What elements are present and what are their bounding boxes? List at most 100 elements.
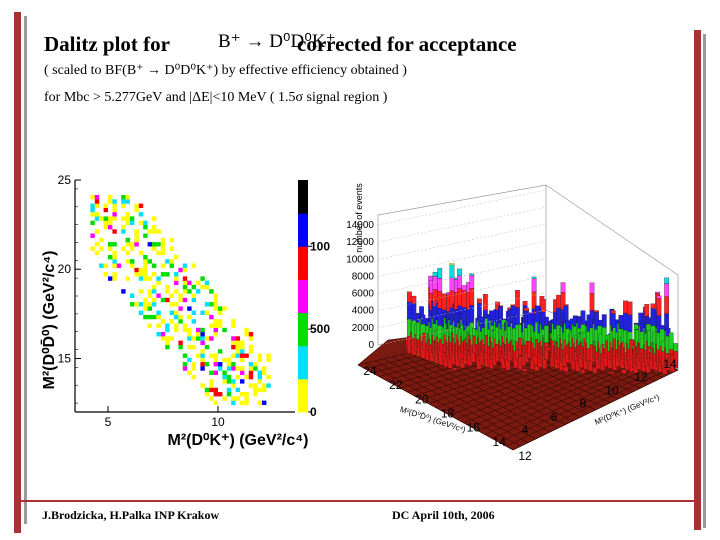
dalitz-cell xyxy=(174,276,179,281)
dalitz-cell xyxy=(147,293,152,298)
lego-bar-segment xyxy=(650,308,656,326)
dalitz-cell xyxy=(196,280,201,286)
lego-bar-segment xyxy=(527,312,533,325)
dalitz-cell xyxy=(187,336,192,341)
lego-bar-segment xyxy=(638,373,643,376)
lego-bar-segment xyxy=(457,275,462,289)
dalitz-cell xyxy=(121,195,126,200)
dalitz-cell xyxy=(160,237,166,243)
dalitz-cell xyxy=(160,272,166,277)
subtitle-scaling: ( scaled to BF(B⁺ → D⁰D⁰K⁺) by effective… xyxy=(44,63,407,78)
dalitz-cell xyxy=(187,289,192,294)
lego-bar-segment xyxy=(540,299,546,313)
dalitz-cell xyxy=(138,203,144,208)
lego-bar-segment xyxy=(411,303,417,321)
dalitz-cell xyxy=(244,396,249,401)
dalitz-cell xyxy=(99,237,104,243)
dalitz-cell xyxy=(125,259,130,264)
dalitz-cell xyxy=(143,255,148,260)
dalitz-cell xyxy=(165,340,170,345)
dalitz-cell xyxy=(174,280,179,286)
dalitz-cell xyxy=(248,374,254,380)
dalitz-cell xyxy=(147,229,152,234)
dalitz-cell xyxy=(248,344,254,350)
dalitz-cell xyxy=(112,242,117,247)
dalitz-cell xyxy=(165,284,170,290)
dalitz-cell xyxy=(143,267,148,273)
dalitz-cell xyxy=(240,392,245,397)
dalitz-cell xyxy=(112,255,117,260)
lego-bar-segment xyxy=(580,310,586,325)
dalitz-cell xyxy=(112,259,117,264)
lego-z-tick-label: 6000 xyxy=(352,289,375,300)
dalitz-cell xyxy=(213,400,218,405)
dalitz-cell xyxy=(112,263,117,268)
lego-bar-segment xyxy=(627,301,633,315)
footer-authors: J.Brodzicka, H.Palka INP Krakow xyxy=(42,508,220,522)
dalitz-cell xyxy=(178,319,183,324)
dalitz-cell xyxy=(253,366,258,371)
dalitz-y-tick-label: 20 xyxy=(58,262,72,276)
dalitz-cell xyxy=(121,289,126,294)
dalitz-cell xyxy=(165,327,170,333)
dalitz-cell xyxy=(138,212,144,217)
dalitz-cell xyxy=(134,207,139,213)
dalitz-cell xyxy=(218,349,223,354)
dalitz-cell xyxy=(244,374,249,380)
lego-bar-segment xyxy=(655,291,660,294)
dalitz-x-tick-label: 10 xyxy=(211,415,225,429)
lego-bar-segment xyxy=(668,332,674,350)
colorbar-band xyxy=(298,378,308,413)
lego-bar-segment xyxy=(498,305,504,307)
lego-bar-segment xyxy=(633,322,639,325)
dalitz-cell xyxy=(218,310,223,315)
dalitz-cell xyxy=(200,357,205,363)
dalitz-cell xyxy=(200,276,205,281)
dalitz-cell xyxy=(209,302,214,307)
dalitz-cell xyxy=(200,349,205,354)
dalitz-cell xyxy=(121,203,126,208)
lego-grid-line xyxy=(377,275,547,311)
lego-bar-segment xyxy=(531,278,537,292)
title-prefix: Dalitz plot for xyxy=(44,32,170,56)
dalitz-cell xyxy=(121,199,126,204)
dalitz-y-tick-label: 15 xyxy=(58,351,72,365)
dalitz-cell xyxy=(174,255,179,260)
dalitz-cell xyxy=(94,242,100,247)
dalitz-cell xyxy=(213,302,218,307)
dalitz-cell xyxy=(130,293,135,298)
lego-bar-segment xyxy=(587,360,593,372)
lego-bar-segment xyxy=(646,317,651,325)
dalitz-cell xyxy=(196,289,201,294)
dalitz-cell xyxy=(200,362,205,367)
dalitz-cell xyxy=(174,302,179,307)
dalitz-cell xyxy=(209,353,214,358)
dalitz-cell xyxy=(178,306,183,311)
dalitz-cell xyxy=(156,314,161,320)
lego-x-tick-label: 20 xyxy=(415,392,429,406)
lego-z-tick-label: 10000 xyxy=(346,254,374,265)
lego-grid-line xyxy=(377,224,547,260)
dalitz-cell xyxy=(165,344,170,350)
lego-bar-segment xyxy=(461,290,467,308)
dalitz-cell xyxy=(182,267,188,273)
dalitz-cell xyxy=(248,383,254,388)
dalitz-cell xyxy=(235,374,240,380)
dalitz-cell xyxy=(112,207,117,213)
dalitz-cell xyxy=(266,383,271,388)
dalitz-cell xyxy=(178,340,183,345)
dalitz-cell xyxy=(121,216,126,221)
dalitz-cell xyxy=(240,379,245,384)
dalitz-cell xyxy=(130,263,135,268)
dalitz-cell xyxy=(125,195,130,200)
lego-grid-line xyxy=(377,309,547,346)
dalitz-cell xyxy=(187,344,192,350)
dalitz-cell xyxy=(266,374,271,380)
dalitz-cell xyxy=(200,310,205,315)
dalitz-cell xyxy=(262,400,267,405)
dalitz-cell xyxy=(253,392,258,397)
dalitz-cell xyxy=(209,396,214,401)
dalitz-cell xyxy=(257,357,262,363)
lego-bar-segment xyxy=(543,325,549,343)
dalitz-cell xyxy=(156,332,161,337)
